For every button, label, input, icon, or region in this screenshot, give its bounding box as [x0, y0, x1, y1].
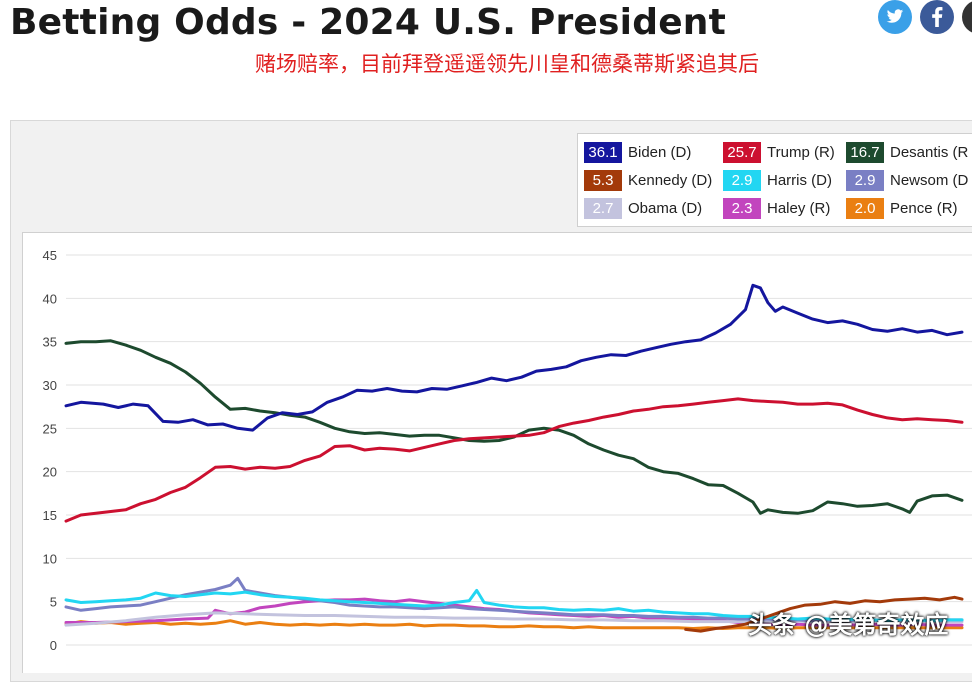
legend-value: 2.9 [846, 169, 884, 191]
y-tick-label: 40 [43, 291, 57, 306]
plot-area [22, 232, 972, 673]
legend-value: 2.3 [723, 197, 761, 219]
y-tick-label: 5 [50, 595, 57, 610]
legend-value: 5.3 [584, 169, 622, 191]
legend-value: 2.7 [584, 197, 622, 219]
legend-value: 2.9 [723, 169, 761, 191]
legend-label: Harris (D) [767, 171, 832, 189]
legend-value: 36.1 [584, 141, 622, 163]
legend-label: Biden (D) [628, 143, 692, 161]
legend-item[interactable]: 36.1 Biden (D) [584, 141, 691, 163]
y-tick-label: 10 [43, 551, 57, 566]
legend-item[interactable]: 2.9 Newsom (D [846, 169, 968, 191]
legend-label: Kennedy (D) [628, 171, 713, 189]
y-tick-label: 0 [50, 638, 57, 653]
line-chart: 0 5 10 15 20 25 30 35 40 45 [43, 248, 972, 653]
twitter-icon[interactable] [878, 0, 912, 34]
y-tick-label: 20 [43, 465, 57, 480]
legend-item[interactable]: 25.7 Trump (R) [723, 141, 835, 163]
facebook-icon[interactable] [920, 0, 954, 34]
legend-label: Desantis (R [890, 143, 969, 161]
series-line-biden-d [64, 283, 964, 432]
series-line-trump-r [64, 397, 964, 523]
y-tick-label: 30 [43, 378, 57, 393]
legend-item[interactable]: 2.7 Obama (D) [584, 197, 702, 219]
legend-value: 2.0 [846, 197, 884, 219]
page-title: Betting Odds - 2024 U.S. President [10, 2, 727, 43]
y-tick-label: 25 [43, 421, 57, 436]
legend-item[interactable]: 16.7 Desantis (R [846, 141, 968, 163]
legend-value: 16.7 [846, 141, 884, 163]
y-tick-label: 15 [43, 508, 57, 523]
legend-label: Trump (R) [767, 143, 835, 161]
legend-item[interactable]: 5.3 Kennedy (D) [584, 169, 712, 191]
legend-label: Obama (D) [628, 199, 703, 217]
series-line-kennedy-d [684, 595, 964, 633]
chart-legend: 36.1 Biden (D) 25.7 Trump (R) 16.7 Desantis (… [577, 133, 972, 227]
series-line-newsom-d [64, 576, 964, 623]
share-icon[interactable] [962, 0, 972, 34]
series-line-desantis-r [64, 339, 964, 515]
y-tick-label: 35 [43, 335, 57, 350]
legend-label: Newsom (D [890, 171, 969, 189]
series-line-harris-d [64, 588, 964, 623]
series-line-pence-r [64, 619, 964, 630]
y-tick-label: 45 [43, 248, 57, 263]
legend-label: Haley (R) [767, 199, 831, 217]
legend-value: 25.7 [723, 141, 761, 163]
page-subtitle: 赌场赔率，目前拜登遥遥领先川皇和德桑蒂斯紧追其后 [255, 52, 759, 76]
legend-item[interactable]: 2.9 Harris (D) [723, 169, 832, 191]
legend-item[interactable]: 2.0 Pence (R) [846, 197, 958, 219]
legend-label: Pence (R) [890, 199, 958, 217]
watermark: 头条 @美第奇效应 [748, 611, 949, 639]
legend-item[interactable]: 2.3 Haley (R) [723, 197, 830, 219]
